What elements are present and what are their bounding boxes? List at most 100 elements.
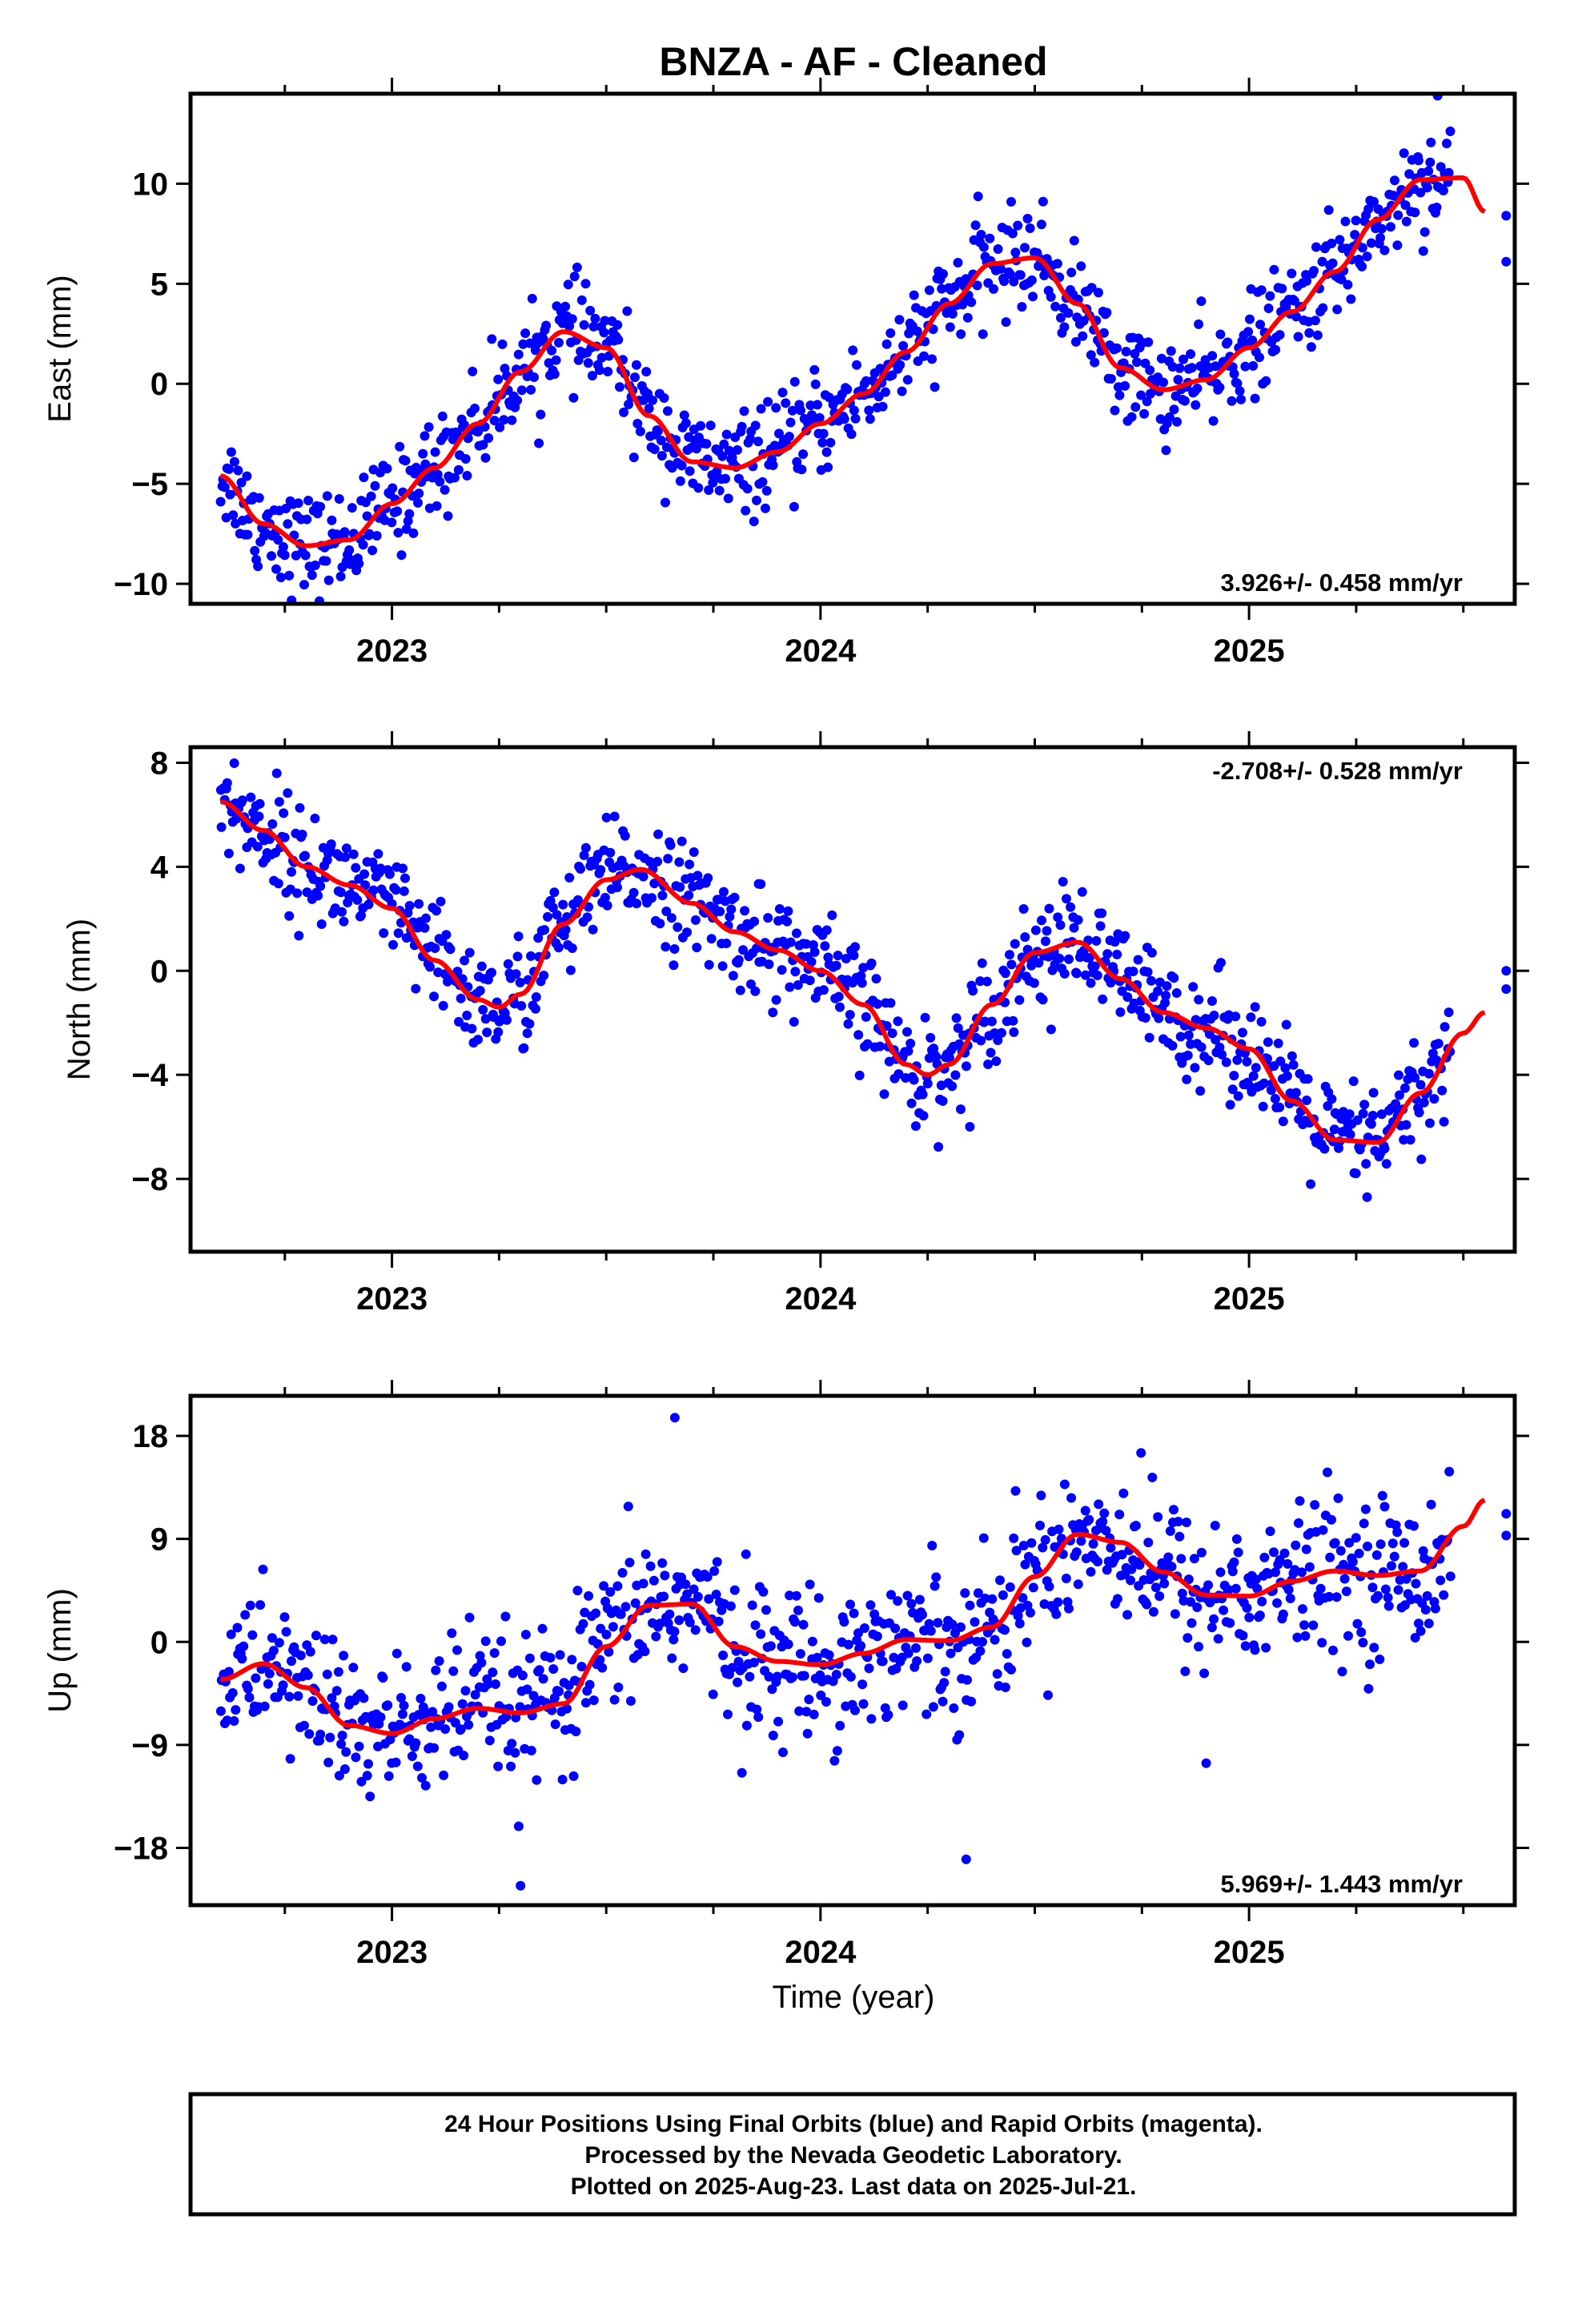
data-point bbox=[388, 939, 398, 950]
data-point bbox=[785, 1590, 795, 1601]
data-point bbox=[1225, 1100, 1235, 1110]
data-point bbox=[727, 1663, 737, 1673]
data-point bbox=[463, 433, 473, 444]
data-point bbox=[520, 1630, 531, 1640]
data-point bbox=[414, 489, 424, 499]
data-point bbox=[869, 1609, 880, 1619]
data-point bbox=[530, 1003, 540, 1014]
data-point bbox=[1250, 1645, 1260, 1655]
data-point bbox=[660, 1570, 670, 1581]
data-point bbox=[1255, 352, 1264, 363]
data-point bbox=[425, 962, 435, 972]
data-point bbox=[850, 1705, 860, 1715]
y-tick-label: 8 bbox=[151, 746, 168, 781]
data-point bbox=[487, 334, 497, 344]
data-point bbox=[1086, 978, 1096, 988]
data-point bbox=[962, 312, 973, 323]
data-point bbox=[956, 1104, 966, 1115]
data-point bbox=[1415, 1080, 1426, 1090]
data-point bbox=[912, 326, 922, 336]
data-point bbox=[1026, 1607, 1035, 1618]
data-point bbox=[1164, 412, 1174, 422]
y-tick-label: −4 bbox=[131, 1058, 168, 1093]
data-point bbox=[1410, 1633, 1420, 1642]
data-point bbox=[609, 1695, 620, 1705]
data-point bbox=[567, 1655, 577, 1665]
data-point bbox=[702, 1572, 713, 1582]
data-point bbox=[914, 1594, 925, 1605]
data-point bbox=[756, 879, 766, 889]
data-point bbox=[1400, 200, 1411, 211]
data-point bbox=[1426, 1499, 1436, 1510]
data-point bbox=[1050, 301, 1061, 312]
data-point bbox=[382, 464, 392, 474]
data-point bbox=[1442, 139, 1452, 149]
data-point bbox=[1255, 1610, 1265, 1621]
data-point bbox=[253, 561, 263, 572]
data-point bbox=[1347, 1557, 1358, 1567]
data-point bbox=[1229, 1071, 1239, 1081]
data-point bbox=[457, 1699, 468, 1709]
data-point bbox=[1352, 1115, 1363, 1125]
data-point bbox=[452, 967, 463, 977]
data-point bbox=[1094, 1499, 1104, 1510]
data-point bbox=[1090, 961, 1100, 971]
data-point bbox=[501, 1711, 512, 1722]
data-point bbox=[588, 1695, 599, 1706]
data-point bbox=[1126, 1575, 1136, 1586]
data-point bbox=[534, 1665, 544, 1675]
data-point bbox=[1309, 266, 1319, 276]
data-point bbox=[1017, 302, 1027, 312]
data-point bbox=[777, 388, 788, 398]
data-point bbox=[763, 396, 773, 407]
data-point bbox=[1189, 1554, 1199, 1564]
data-point bbox=[1077, 887, 1087, 897]
data-point bbox=[890, 1623, 901, 1634]
data-point bbox=[1433, 1039, 1443, 1049]
data-point bbox=[1265, 1526, 1275, 1537]
data-point bbox=[842, 384, 853, 395]
data-point bbox=[703, 873, 713, 883]
data-point bbox=[1018, 1541, 1029, 1550]
data-point bbox=[1263, 304, 1274, 313]
data-point bbox=[1073, 1579, 1083, 1590]
data-point bbox=[1121, 347, 1131, 356]
data-point bbox=[344, 545, 355, 555]
data-point bbox=[613, 1683, 624, 1692]
data-point bbox=[827, 910, 837, 920]
y-axis-label: North (mm) bbox=[62, 919, 97, 1080]
data-point bbox=[1156, 353, 1166, 364]
data-point bbox=[954, 1039, 965, 1049]
data-point bbox=[1273, 1038, 1283, 1048]
data-point bbox=[1438, 186, 1448, 195]
data-point bbox=[681, 418, 691, 428]
data-point bbox=[1221, 1057, 1231, 1068]
data-point bbox=[1414, 1108, 1424, 1118]
data-point bbox=[954, 1730, 965, 1740]
data-point bbox=[677, 836, 687, 846]
data-point bbox=[1358, 1108, 1368, 1119]
data-point bbox=[708, 1689, 718, 1699]
data-point bbox=[327, 1693, 337, 1703]
data-point bbox=[858, 1699, 869, 1709]
velocity-label: -2.708+/- 0.528 mm/yr bbox=[1212, 757, 1463, 785]
model-fit-line bbox=[219, 175, 1487, 549]
data-point bbox=[1166, 346, 1176, 356]
data-point bbox=[986, 1047, 996, 1058]
data-point bbox=[970, 220, 981, 231]
data-point bbox=[926, 1626, 936, 1636]
data-point bbox=[1046, 1024, 1056, 1035]
data-point bbox=[1256, 1016, 1267, 1027]
data-point bbox=[1399, 1538, 1410, 1548]
data-point bbox=[524, 1019, 535, 1029]
data-point bbox=[843, 1019, 853, 1029]
data-point bbox=[605, 847, 616, 858]
velocity-label: 5.969+/- 1.443 mm/yr bbox=[1221, 1870, 1463, 1898]
data-point bbox=[585, 305, 596, 316]
data-point bbox=[1194, 1642, 1204, 1652]
data-point bbox=[1126, 1564, 1137, 1574]
data-point bbox=[783, 906, 793, 916]
data-point bbox=[1363, 1683, 1374, 1694]
data-point bbox=[945, 322, 955, 332]
data-point bbox=[1337, 1667, 1347, 1677]
